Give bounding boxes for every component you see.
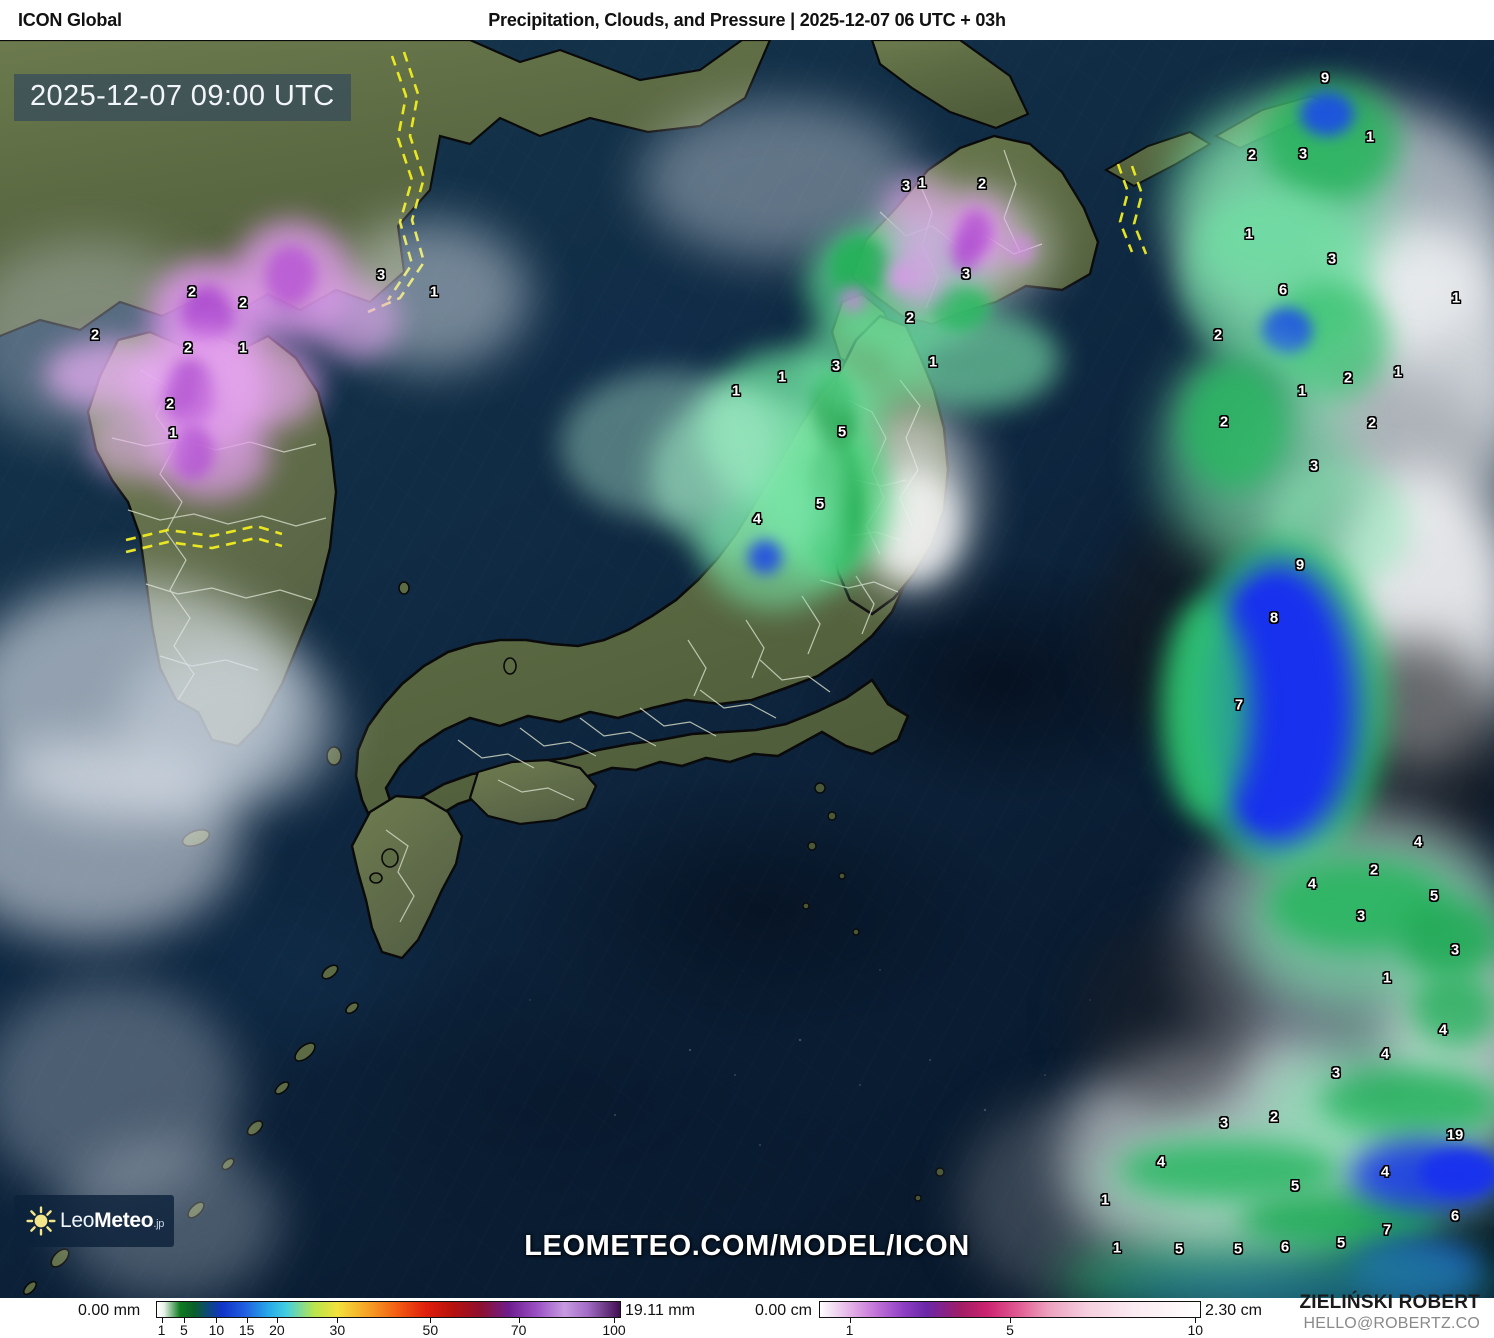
author-email: HELLO@ROBERTZ.CO (1303, 1315, 1480, 1332)
legend-tick-label: 10 (208, 1322, 225, 1338)
snow-value-labels: 2 2 2 2 1 1 2 (0, 40, 1494, 1298)
precip-legend-min-label: 0.00 mm (78, 1302, 141, 1319)
landmass-izu-islands (802, 782, 945, 1202)
snow-legend-max-label: 2.30 cm (1205, 1302, 1262, 1319)
author-name: ZIELIŃSKI ROBERT (1299, 1292, 1480, 1313)
legend-tick-mark (614, 1318, 616, 1323)
legend-tick-mark (276, 1318, 278, 1323)
snow-layer (0, 40, 1494, 1298)
timestamp-overlay: 2025-12-07 09:00 UTC (14, 74, 351, 121)
logo-text: LeoMeteo.jp (60, 1209, 164, 1233)
legend-tick-mark (849, 1318, 851, 1323)
precipitation-legend[interactable]: 0.00 mm 19.11 mm 1 5 10 15 20 30 50 70 100 (78, 1298, 718, 1338)
legend-tick-label: 100 (602, 1322, 626, 1338)
landmass-sakhalin (870, 40, 1030, 130)
legend-tick-mark (1195, 1318, 1197, 1323)
snow-value-label: 2 (183, 339, 193, 357)
legend-tick-mark (161, 1318, 163, 1323)
page-title: Precipitation, Clouds, and Pressure | 20… (488, 10, 1006, 30)
precip-legend-ticks: 1 5 10 15 20 30 50 70 100 (156, 1318, 626, 1338)
legend-tick-mark (518, 1318, 520, 1323)
legend-tick-mark (1010, 1318, 1011, 1323)
legend-tick-label: 20 (269, 1322, 285, 1338)
legend-tick-mark (216, 1318, 218, 1323)
snow-value-label: 2 (90, 326, 100, 344)
sun-icon (26, 1206, 56, 1236)
logo-tld: .jp (153, 1218, 165, 1230)
snow-value-label: 1 (238, 339, 248, 357)
legend-tick-label: 5 (1006, 1322, 1014, 1338)
legend-tick-label: 30 (329, 1322, 346, 1338)
map-boundary-dashed-lines (125, 51, 1148, 554)
legend-tick-label: 50 (422, 1322, 439, 1338)
legend-tick-label: 1 (157, 1322, 166, 1338)
legend-tick-mark (246, 1318, 248, 1323)
landmass-shikoku (468, 758, 598, 826)
snow-value-label: 2 (187, 283, 197, 301)
legend-tick-label: 5 (179, 1322, 188, 1338)
page-footer: 0.00 mm 19.11 mm 1 5 10 15 20 30 50 70 100 0.00 … (0, 1292, 1494, 1338)
legend-tick-mark (430, 1318, 432, 1323)
site-watermark: LEOMETEO.COM/MODEL/ICON (524, 1230, 970, 1262)
precipitation-layer (0, 40, 1494, 1298)
legend-tick-label: 70 (510, 1322, 527, 1338)
snow-value-label: 1 (168, 424, 178, 442)
legend-tick-label: 1 (845, 1322, 854, 1338)
snow-value-label: 2 (238, 294, 248, 312)
snow-legend-ticks: 1 5 10 (819, 1318, 1204, 1338)
legend-tick-mark (337, 1318, 339, 1323)
legend-tick-label: 10 (1187, 1322, 1204, 1338)
logo-name-light: Leo (60, 1209, 95, 1232)
model-name-label: ICON Global (18, 10, 122, 30)
legend-tick-mark (183, 1318, 185, 1323)
landmass-kyushu (350, 794, 464, 960)
author-credit: ZIELIŃSKI ROBERT HELLO@ROBERTZ.CO (1299, 1292, 1480, 1333)
snow-legend-colorbar (819, 1301, 1201, 1318)
snow-value-label: 2 (165, 395, 175, 413)
snow-legend[interactable]: 0.00 cm 2.30 cm 1 5 10 (755, 1298, 1275, 1338)
weather-map[interactable]: 9 1 2 3 1 3 6 1 2 1 2 1 2 2 3 9 8 7 4 2 4 5 3 3 1 4 4 3 3 2 19 4 4 1 5 6 7 1 5… (0, 40, 1494, 1298)
snow-legend-min-label: 0.00 cm (755, 1302, 812, 1319)
legend-tick-label: 15 (238, 1322, 255, 1338)
precip-legend-max-label: 19.11 mm (625, 1302, 695, 1319)
leometeo-logo[interactable]: LeoMeteo.jp (14, 1195, 174, 1247)
logo-name-bold: Meteo (94, 1209, 154, 1232)
page-header: ICON Global Precipitation, Clouds, and P… (0, 0, 1494, 40)
precip-legend-colorbar (156, 1301, 621, 1318)
